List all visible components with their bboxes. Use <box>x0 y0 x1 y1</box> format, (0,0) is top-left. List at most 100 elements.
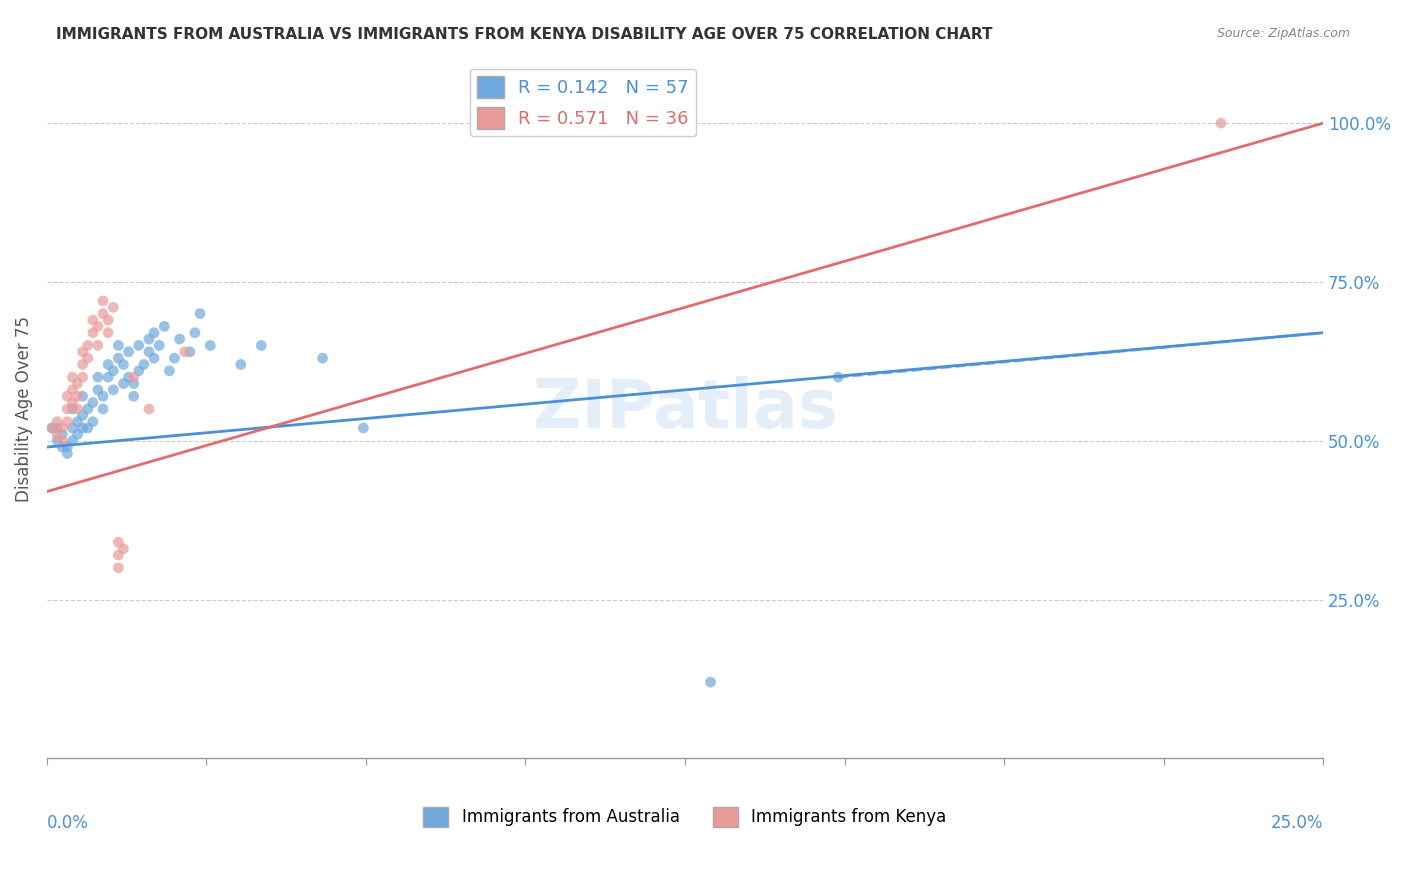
Point <box>138 344 160 359</box>
Point <box>91 307 114 321</box>
Point <box>163 351 186 366</box>
Point <box>138 401 160 416</box>
Point <box>76 338 98 352</box>
Text: 25.0%: 25.0% <box>1271 814 1323 832</box>
Point <box>250 338 273 352</box>
Text: ZIPatlas: ZIPatlas <box>533 376 838 442</box>
Point <box>82 415 104 429</box>
Point <box>56 389 79 403</box>
Point <box>66 401 89 416</box>
Point <box>82 395 104 409</box>
Point <box>148 338 170 352</box>
Point <box>76 401 98 416</box>
Point <box>1209 116 1232 130</box>
Point <box>87 338 110 352</box>
Legend: Immigrants from Australia, Immigrants from Kenya: Immigrants from Australia, Immigrants fr… <box>416 800 953 834</box>
Point <box>56 401 79 416</box>
Point <box>122 389 145 403</box>
Point <box>51 427 73 442</box>
Point <box>72 344 94 359</box>
Point <box>143 351 166 366</box>
Point <box>827 370 849 384</box>
Point <box>66 389 89 403</box>
Point <box>103 301 125 315</box>
Point <box>91 293 114 308</box>
Point <box>87 319 110 334</box>
Point <box>143 326 166 340</box>
Point <box>51 440 73 454</box>
Point <box>62 395 84 409</box>
Point <box>112 376 135 391</box>
Point <box>153 319 176 334</box>
Point <box>122 370 145 384</box>
Point <box>103 364 125 378</box>
Point <box>41 421 63 435</box>
Point <box>62 370 84 384</box>
Point <box>122 376 145 391</box>
Point <box>97 370 120 384</box>
Text: Source: ZipAtlas.com: Source: ZipAtlas.com <box>1216 27 1350 40</box>
Point <box>87 383 110 397</box>
Point <box>66 427 89 442</box>
Point <box>56 440 79 454</box>
Point <box>56 415 79 429</box>
Point <box>51 434 73 448</box>
Point <box>72 421 94 435</box>
Point <box>46 427 69 442</box>
Y-axis label: Disability Age Over 75: Disability Age Over 75 <box>15 316 32 502</box>
Point <box>97 326 120 340</box>
Point <box>229 358 252 372</box>
Point <box>169 332 191 346</box>
Point <box>179 344 201 359</box>
Point <box>41 421 63 435</box>
Point <box>82 326 104 340</box>
Point <box>56 446 79 460</box>
Point <box>107 338 129 352</box>
Point <box>72 358 94 372</box>
Point <box>66 415 89 429</box>
Point <box>103 383 125 397</box>
Point <box>699 675 721 690</box>
Point <box>72 389 94 403</box>
Point <box>62 401 84 416</box>
Point <box>107 351 129 366</box>
Point <box>138 332 160 346</box>
Point <box>157 364 180 378</box>
Point <box>107 560 129 574</box>
Point <box>107 535 129 549</box>
Point <box>72 409 94 423</box>
Point <box>51 421 73 435</box>
Point <box>46 415 69 429</box>
Point <box>46 434 69 448</box>
Point <box>117 370 139 384</box>
Point <box>352 421 374 435</box>
Point <box>97 358 120 372</box>
Point <box>87 370 110 384</box>
Point <box>117 344 139 359</box>
Point <box>62 383 84 397</box>
Point <box>128 364 150 378</box>
Point <box>107 548 129 562</box>
Point <box>46 421 69 435</box>
Point <box>132 358 155 372</box>
Text: 0.0%: 0.0% <box>46 814 89 832</box>
Point <box>311 351 333 366</box>
Point <box>128 338 150 352</box>
Point <box>184 326 207 340</box>
Text: IMMIGRANTS FROM AUSTRALIA VS IMMIGRANTS FROM KENYA DISABILITY AGE OVER 75 CORREL: IMMIGRANTS FROM AUSTRALIA VS IMMIGRANTS … <box>56 27 993 42</box>
Point <box>62 421 84 435</box>
Point <box>72 370 94 384</box>
Point <box>82 313 104 327</box>
Point <box>112 358 135 372</box>
Point <box>62 434 84 448</box>
Point <box>66 376 89 391</box>
Point <box>91 389 114 403</box>
Point <box>76 351 98 366</box>
Point <box>112 541 135 556</box>
Point <box>188 307 211 321</box>
Point <box>76 421 98 435</box>
Point <box>97 313 120 327</box>
Point <box>173 344 195 359</box>
Point <box>91 401 114 416</box>
Point <box>200 338 222 352</box>
